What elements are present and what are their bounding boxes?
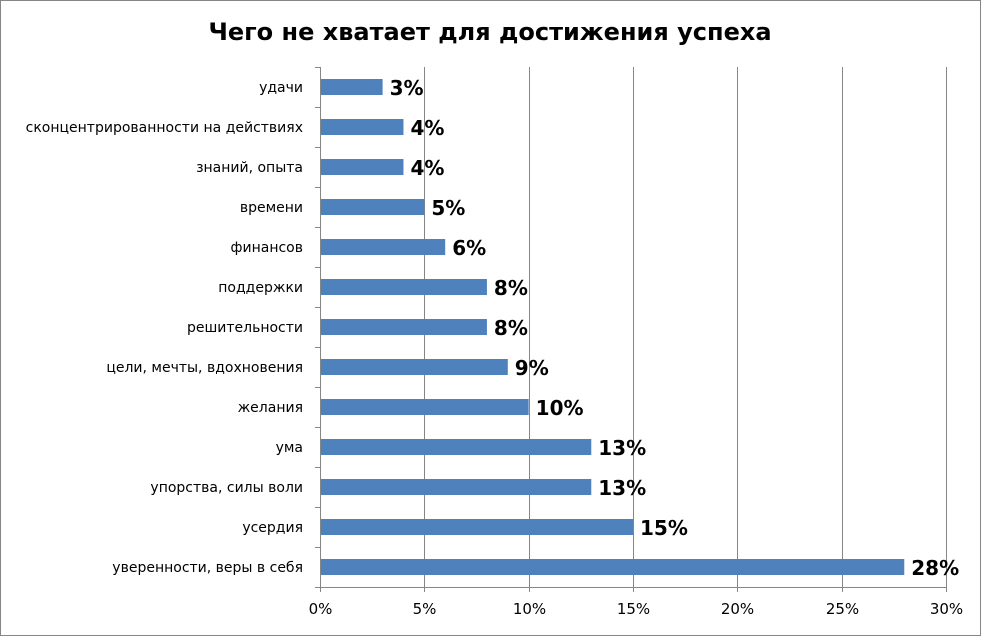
bar (321, 319, 487, 335)
category-label: цели, мечты, вдохновения (106, 360, 303, 376)
bar (321, 199, 425, 215)
category-label: времени (240, 200, 303, 216)
x-tick-label: 20% (721, 600, 754, 618)
data-label: 4% (410, 156, 444, 180)
bars (321, 79, 905, 575)
data-label: 15% (640, 516, 688, 540)
bar (321, 159, 404, 175)
data-label: 6% (452, 236, 486, 260)
category-label: решительности (187, 320, 303, 336)
x-tick-label: 25% (826, 600, 859, 618)
data-label: 13% (598, 436, 646, 460)
bar (321, 279, 487, 295)
bar (321, 439, 592, 455)
data-label: 28% (911, 556, 959, 580)
x-tick-label: 0% (309, 600, 333, 618)
bar (321, 239, 446, 255)
bar (321, 559, 905, 575)
category-label: упорства, силы воли (150, 480, 303, 496)
x-tick-label: 15% (617, 600, 650, 618)
category-labels: удачи сконцентрированности на действиях зн… (26, 80, 303, 576)
grid-lines (424, 67, 947, 587)
x-tick-label: 10% (513, 600, 546, 618)
x-tick-label: 30% (930, 600, 963, 618)
data-label: 13% (598, 476, 646, 500)
category-label: усердия (242, 520, 303, 536)
bar (321, 79, 383, 95)
category-label: знаний, опыта (196, 160, 303, 176)
category-label: уверенности, веры в себя (112, 560, 303, 576)
category-label: финансов (231, 240, 303, 256)
category-label: поддержки (218, 280, 303, 296)
data-label: 10% (536, 396, 584, 420)
category-label: удачи (259, 80, 303, 96)
data-label: 8% (494, 276, 528, 300)
x-tick-label: 5% (413, 600, 437, 618)
bar (321, 519, 633, 535)
category-label: ума (276, 440, 303, 456)
data-label: 5% (431, 196, 465, 220)
category-label: желания (238, 400, 303, 416)
bar (321, 359, 508, 375)
bar (321, 119, 404, 135)
bar (321, 399, 529, 415)
axes (315, 67, 947, 592)
data-label: 9% (515, 356, 549, 380)
x-tick-labels: 0% 5% 10% 15% 20% 25% 30% (309, 600, 964, 618)
chart-title: Чего не хватает для достижения успеха (208, 18, 771, 46)
data-labels: 3% 4% 4% 5% 6% 8% 8% 9% 10% 13% 13% 15% 28% (390, 76, 960, 580)
bar (321, 479, 592, 495)
category-label: сконцентрированности на действиях (26, 120, 303, 136)
data-label: 8% (494, 316, 528, 340)
data-label: 3% (390, 76, 424, 100)
data-label: 4% (410, 116, 444, 140)
